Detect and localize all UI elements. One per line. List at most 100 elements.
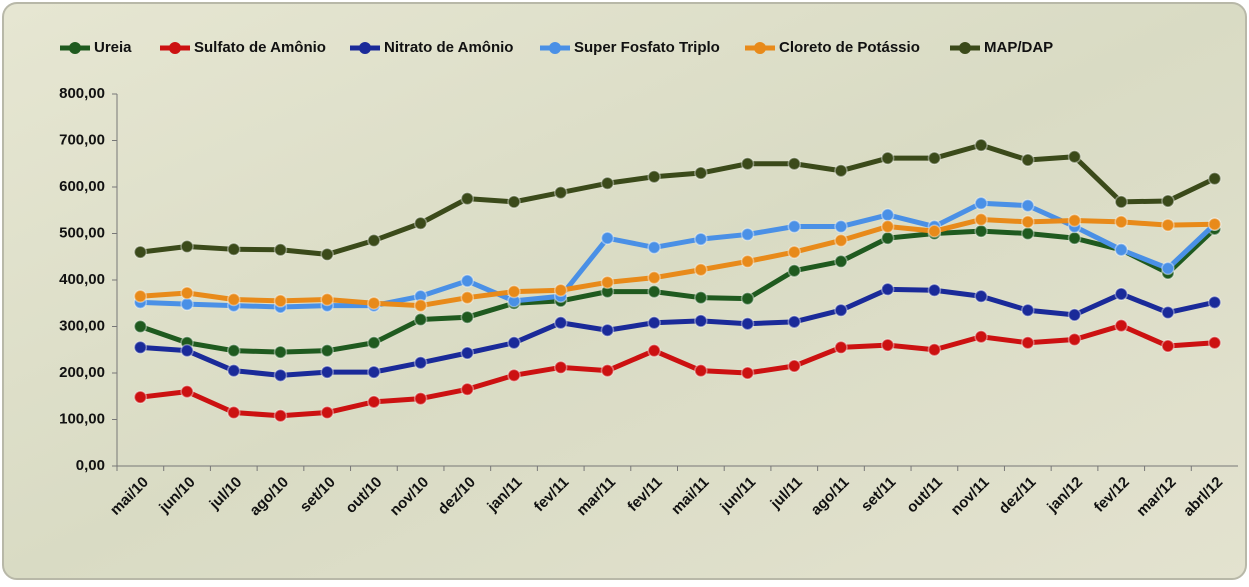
series-line [140,200,1217,310]
data-point [880,338,895,352]
data-point [460,191,475,206]
legend-marker [69,42,81,54]
data-point [227,405,241,420]
data-point [974,196,988,211]
data-point [1161,218,1175,232]
data-point [460,310,475,324]
series-line [140,323,1215,419]
legend-label: Sulfato de Amônio [194,39,326,56]
data-point [133,319,148,334]
data-point [600,275,615,290]
data-point [553,360,568,375]
data-point [740,366,755,380]
data-point [413,391,428,406]
data-point [413,298,428,313]
data-point [507,336,521,350]
data-point [367,395,381,409]
data-point [507,368,521,383]
data-point [600,363,615,378]
data-point [1021,336,1035,350]
data-point [1114,195,1128,209]
data-point [227,242,241,257]
data-point [320,365,334,379]
y-tick-label: 500,00 [59,224,105,241]
data-point [1207,217,1222,231]
y-tick-label: 800,00 [59,85,105,102]
data-point [787,359,802,373]
data-point [1021,226,1035,241]
data-point [180,239,194,254]
series-line [139,227,1217,355]
data-point [273,368,288,383]
data-point [740,254,755,269]
data-point [1021,215,1035,229]
data-point [834,233,848,248]
data-point [1161,194,1175,208]
data-point [273,409,288,423]
data-point [227,292,241,307]
data-point [740,316,755,331]
data-point [460,290,475,305]
data-point [1067,213,1082,228]
data-point [180,297,194,311]
data-point [1207,171,1222,186]
data-point [1114,318,1128,333]
series-line [140,217,1215,309]
data-point [647,170,661,184]
data-point [600,176,615,191]
data-point [880,208,895,222]
data-point [1067,332,1082,347]
data-point [787,157,802,171]
legend-label: Ureia [94,39,132,56]
data-point [974,329,988,344]
data-point [834,163,848,178]
data-point [507,195,521,209]
data-point [413,312,428,327]
data-point [553,283,568,297]
data-point [694,166,708,180]
data-point [1021,153,1035,167]
data-point [927,343,942,357]
data-point [273,243,288,257]
data-point [227,363,241,378]
data-point [320,405,334,420]
data-point [647,270,661,285]
y-tick-label: 700,00 [59,131,105,148]
data-point [553,316,568,330]
data-point [694,314,708,328]
y-tick-label: 200,00 [59,364,105,381]
data-point [787,245,802,259]
data-point [880,282,895,297]
data-point [273,294,288,308]
data-point [974,138,988,152]
data-point [880,151,895,165]
data-point [1161,339,1175,353]
y-tick-label: 600,00 [59,178,105,195]
data-point [1067,231,1082,245]
data-point [413,216,428,231]
data-point [367,336,381,350]
data-point [227,343,241,358]
data-point [974,289,988,304]
data-point [320,247,334,262]
y-tick-label: 400,00 [59,271,105,288]
legend-marker [959,42,971,54]
data-point [927,151,942,165]
legend-marker [359,42,371,54]
y-tick-label: 300,00 [59,317,105,334]
data-point [1021,198,1035,213]
data-point [1207,336,1222,350]
data-point [180,343,194,358]
data-point [1161,305,1175,320]
data-point [740,291,755,306]
data-point [1207,295,1222,310]
legend-label: Super Fosfato Triplo [574,39,720,56]
data-point [647,316,661,330]
data-point [834,219,848,234]
data-point [413,356,428,370]
data-point [694,363,708,378]
data-point [180,286,194,300]
data-point [694,263,708,277]
data-point [787,315,802,329]
